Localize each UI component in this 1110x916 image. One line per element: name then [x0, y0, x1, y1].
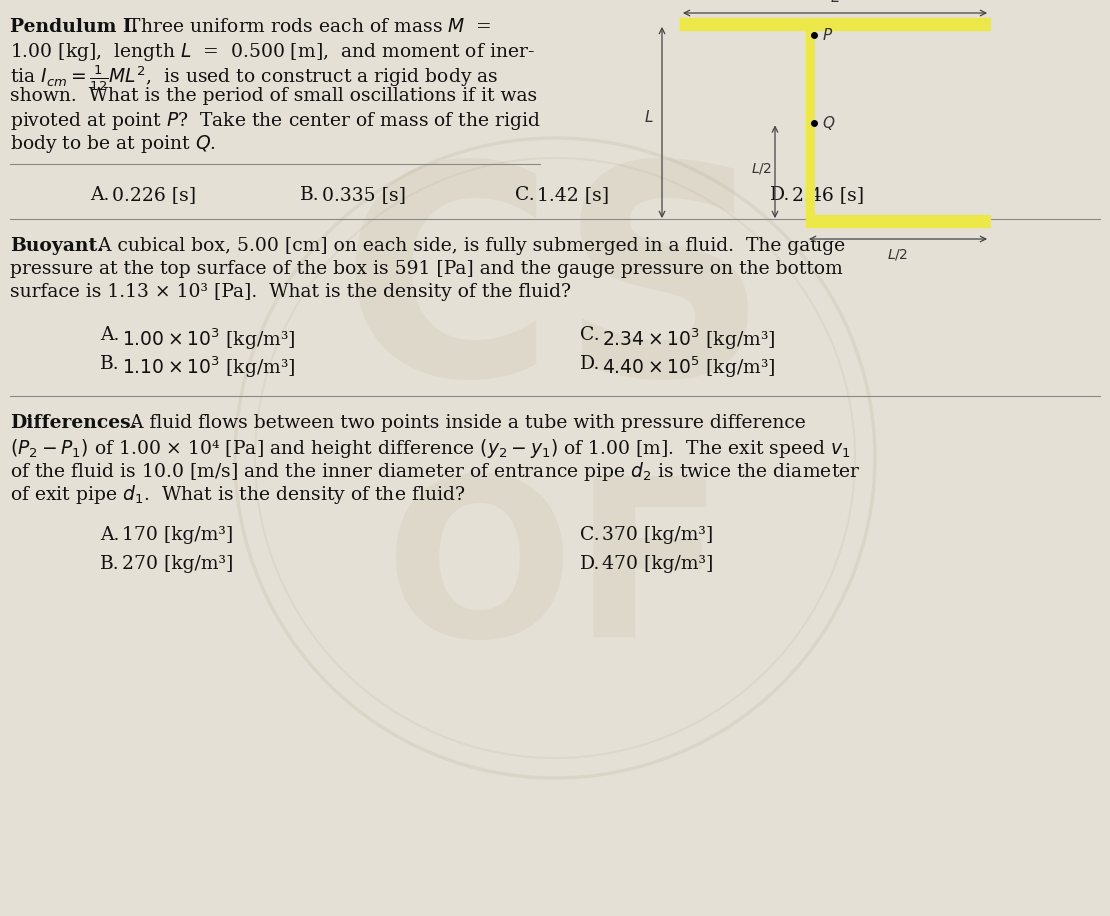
Text: $L$: $L$ [645, 108, 654, 125]
Text: C.: C. [515, 186, 535, 204]
Text: A cubical box, 5.00 [cm] on each side, is fully submerged in a fluid.  The gauge: A cubical box, 5.00 [cm] on each side, i… [92, 237, 845, 255]
Text: 1.00 [kg],  length $L$  =  0.500 [m],  and moment of iner-: 1.00 [kg], length $L$ = 0.500 [m], and m… [10, 41, 535, 63]
Text: A.: A. [90, 186, 110, 204]
Text: $1.00 \times 10^3$ [kg/m³]: $1.00 \times 10^3$ [kg/m³] [122, 326, 295, 352]
Text: A fluid flows between two points inside a tube with pressure difference: A fluid flows between two points inside … [118, 414, 806, 432]
Text: pivoted at point $P$?  Take the center of mass of the rigid: pivoted at point $P$? Take the center of… [10, 110, 541, 132]
Text: of the fluid is 10.0 [m/s] and the inner diameter of entrance pipe $d_2$ is twic: of the fluid is 10.0 [m/s] and the inner… [10, 460, 860, 483]
Text: $L/2$: $L/2$ [750, 161, 771, 176]
Text: $Q$: $Q$ [823, 114, 836, 132]
Text: CS: CS [341, 155, 769, 438]
Text: $(P_2 - P_1)$ of 1.00 × 10⁴ [Pa] and height difference $(y_2 - y_1)$ of 1.00 [m]: $(P_2 - P_1)$ of 1.00 × 10⁴ [Pa] and hei… [10, 437, 850, 460]
Text: 0.335 [s]: 0.335 [s] [322, 186, 406, 204]
Text: 270 [kg/m³]: 270 [kg/m³] [122, 555, 233, 573]
Text: $L$: $L$ [830, 0, 840, 5]
Text: C.: C. [581, 526, 599, 544]
Text: B.: B. [100, 355, 120, 373]
Text: 470 [kg/m³]: 470 [kg/m³] [602, 555, 714, 573]
Bar [806, 215, 990, 227]
Bar [680, 18, 990, 30]
Text: Differences.: Differences. [10, 414, 138, 432]
Text: Three uniform rods each of mass $M$  =: Three uniform rods each of mass $M$ = [122, 18, 492, 36]
Text: $1.10 \times 10^3$ [kg/m³]: $1.10 \times 10^3$ [kg/m³] [122, 355, 295, 380]
Text: D.: D. [581, 355, 601, 373]
Text: OF: OF [385, 469, 725, 683]
Text: shown.  What is the period of small oscillations if it was: shown. What is the period of small oscil… [10, 87, 537, 105]
Text: 370 [kg/m³]: 370 [kg/m³] [602, 526, 714, 544]
Text: D.: D. [770, 186, 790, 204]
Text: 1.42 [s]: 1.42 [s] [537, 186, 609, 204]
Text: of exit pipe $d_1$.  What is the density of the fluid?: of exit pipe $d_1$. What is the density … [10, 483, 465, 506]
Text: D.: D. [581, 555, 601, 573]
Text: B.: B. [300, 186, 320, 204]
Text: body to be at point $Q$.: body to be at point $Q$. [10, 133, 216, 155]
Text: Pendulum I.: Pendulum I. [10, 18, 138, 36]
Bar [806, 30, 814, 215]
Text: C.: C. [581, 326, 599, 344]
Text: $4.40 \times 10^5$ [kg/m³]: $4.40 \times 10^5$ [kg/m³] [602, 355, 776, 380]
Text: Buoyant.: Buoyant. [10, 237, 103, 255]
Text: A.: A. [100, 526, 120, 544]
Text: pressure at the top surface of the box is 591 [Pa] and the gauge pressure on the: pressure at the top surface of the box i… [10, 260, 842, 278]
Text: tia $I_{cm} = \frac{1}{12}ML^2$,  is used to construct a rigid body as: tia $I_{cm} = \frac{1}{12}ML^2$, is used… [10, 64, 498, 93]
Text: surface is 1.13 × 10³ [Pa].  What is the density of the fluid?: surface is 1.13 × 10³ [Pa]. What is the … [10, 283, 571, 301]
Text: $2.34 \times 10^3$ [kg/m³]: $2.34 \times 10^3$ [kg/m³] [602, 326, 776, 352]
Text: 170 [kg/m³]: 170 [kg/m³] [122, 526, 233, 544]
Text: $P$: $P$ [823, 27, 834, 43]
Text: $L/2$: $L/2$ [887, 247, 909, 262]
Text: 0.226 [s]: 0.226 [s] [112, 186, 196, 204]
Text: A.: A. [100, 326, 120, 344]
Text: 2.46 [s]: 2.46 [s] [793, 186, 864, 204]
Text: B.: B. [100, 555, 120, 573]
